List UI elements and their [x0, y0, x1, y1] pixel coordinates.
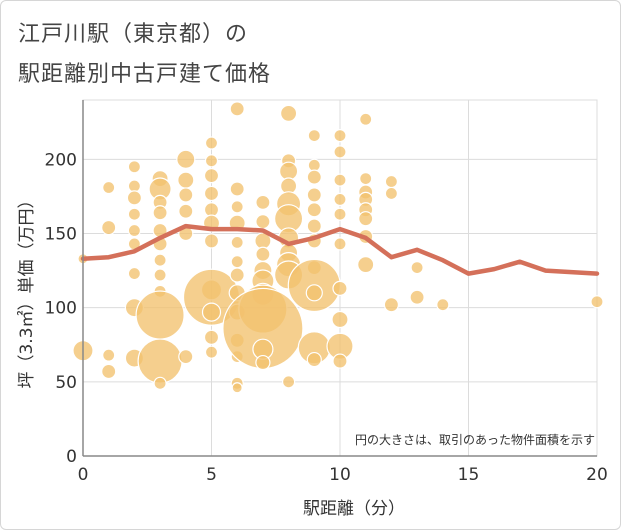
x-tick-label: 0 — [78, 465, 89, 485]
bubble-point — [333, 207, 347, 221]
bubble-point — [230, 235, 244, 249]
bubble-point — [282, 375, 296, 389]
x-axis-title: 駅距離（分） — [303, 499, 405, 519]
bubble-point — [255, 214, 271, 230]
bubble-point — [333, 145, 347, 159]
y-axis-title: 坪（3.3㎡）単価（万円） — [17, 191, 37, 388]
x-tick-label: 10 — [329, 465, 351, 485]
chart-title-line-1: 江戸川駅（東京都）の — [18, 22, 249, 47]
bubble-point — [176, 149, 196, 169]
bubble-point — [359, 112, 373, 126]
bubble-point — [307, 158, 321, 172]
bubble-point — [409, 289, 425, 305]
bubble-point — [153, 268, 167, 282]
tick-label-layer: 0 50 100 150 200 0 5 10 15 20 — [45, 150, 608, 485]
bubble-point — [384, 186, 398, 201]
bubble-point — [203, 168, 220, 184]
bubble-point — [384, 174, 398, 189]
bubble-size-note: 円の大きさは、取引のあった物件面積を示す — [355, 432, 595, 447]
chart-title-line-2: 駅距離別中古戸建て価格 — [18, 62, 272, 87]
bubble-point — [255, 194, 271, 210]
bubble-point — [332, 280, 348, 296]
bubble-point — [137, 338, 183, 384]
bubble-point — [203, 329, 220, 345]
bubble-point — [230, 255, 244, 269]
bubble-point — [333, 129, 347, 143]
bubble-point — [229, 181, 245, 197]
bubble-point — [255, 354, 271, 371]
bubble-point — [102, 348, 116, 362]
bubble-point — [333, 173, 347, 187]
bubble-point — [135, 290, 185, 340]
bubble-point — [306, 218, 322, 234]
bubble-point — [177, 171, 195, 189]
bubble-point — [280, 104, 298, 122]
x-tick-label: 20 — [586, 465, 608, 485]
y-tick-label: 200 — [45, 150, 77, 170]
bubble-point — [178, 187, 194, 203]
bubble-point — [306, 351, 322, 368]
bubble-point — [201, 302, 222, 322]
bubble-point — [178, 203, 194, 219]
y-tick-label: 0 — [66, 447, 77, 467]
bubble-point — [410, 261, 424, 275]
bubble-point — [102, 180, 116, 195]
bubble-point — [590, 295, 604, 309]
bubble-point — [359, 172, 373, 186]
axis-layer — [82, 100, 597, 457]
bubble-point — [152, 205, 168, 221]
bubble-point — [101, 219, 117, 236]
bubble-point — [126, 190, 142, 206]
bubble-point — [127, 207, 141, 221]
trend-line-layer — [80, 223, 600, 276]
y-tick-label: 150 — [45, 225, 77, 245]
bubble-point — [178, 349, 194, 365]
bubble-point — [204, 136, 219, 150]
bubble-point — [255, 246, 271, 262]
average-price-line — [80, 223, 600, 276]
bubble-point — [127, 179, 141, 193]
x-tick-label: 15 — [458, 465, 480, 485]
bubble-point — [306, 169, 322, 185]
bubble-point — [203, 185, 220, 202]
bubble-point — [331, 310, 349, 329]
bubble-point — [101, 363, 117, 380]
bubble-point — [358, 211, 374, 227]
bubble-point — [127, 160, 141, 174]
bubble-point — [306, 202, 322, 218]
bubble-point — [383, 297, 399, 313]
bubble-point — [332, 353, 348, 369]
bubble-point — [153, 253, 167, 267]
bubble-point — [127, 223, 141, 238]
bubble-point — [230, 200, 244, 214]
y-tick-label: 50 — [55, 373, 77, 393]
bubble-point — [203, 233, 220, 249]
bubble-point — [307, 129, 321, 143]
bubble-point — [333, 237, 347, 251]
x-tick-label: 5 — [206, 465, 217, 485]
bubble-point — [204, 154, 219, 168]
bubble-point — [204, 345, 219, 359]
bubble-point — [229, 101, 245, 117]
y-tick-label: 100 — [45, 299, 77, 319]
bubble-point — [357, 256, 375, 274]
bubble-point — [306, 187, 322, 203]
bubble-point — [333, 192, 347, 206]
bubble-point — [231, 382, 243, 394]
bubble-point — [305, 284, 323, 302]
bubble-point — [229, 267, 245, 283]
bubble-point — [127, 266, 141, 281]
bubble-layer — [72, 101, 604, 394]
bubble-point — [153, 376, 167, 390]
bubble-point — [436, 298, 450, 312]
